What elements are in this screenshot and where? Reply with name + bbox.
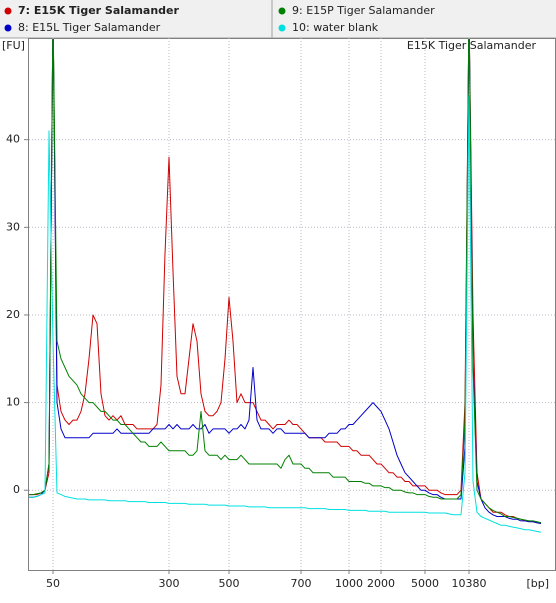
- data-line: [29, 39, 542, 524]
- x-tick-label: 300: [159, 577, 180, 590]
- data-line: [29, 39, 542, 524]
- y-tick-label: 0: [13, 483, 20, 496]
- y-tick-label: 10: [6, 396, 20, 409]
- legend-swatch: [4, 7, 12, 15]
- plot-lines: [29, 39, 542, 533]
- data-line: [29, 95, 542, 533]
- legend-label: 7: E15K Tiger Salamander: [18, 4, 180, 17]
- legend-swatch: [278, 7, 286, 15]
- legend-swatch: [4, 24, 12, 32]
- y-tick-label: 20: [6, 308, 20, 321]
- x-tick-label: 500: [219, 577, 240, 590]
- x-tick-label: 1000: [335, 577, 363, 590]
- y-tick-label: 40: [6, 133, 20, 146]
- legend-label: 10: water blank: [292, 21, 379, 34]
- y-tick-label: 30: [6, 220, 20, 233]
- legend-panel: [0, 0, 556, 38]
- y-axis-label: [FU]: [2, 39, 25, 52]
- x-tick-label: 2000: [367, 577, 395, 590]
- annotation: E15K Tiger Salamander: [407, 39, 537, 52]
- legend-label: 8: E15L Tiger Salamander: [18, 21, 161, 34]
- x-axis-label: [bp]: [526, 577, 549, 590]
- x-tick-label: 10380: [452, 577, 487, 590]
- x-tick-label: 5000: [411, 577, 439, 590]
- legend-label: 9: E15P Tiger Salamander: [292, 4, 435, 17]
- x-tick-label: 700: [291, 577, 312, 590]
- legend-swatch: [278, 24, 286, 32]
- x-tick-label: 50: [46, 577, 60, 590]
